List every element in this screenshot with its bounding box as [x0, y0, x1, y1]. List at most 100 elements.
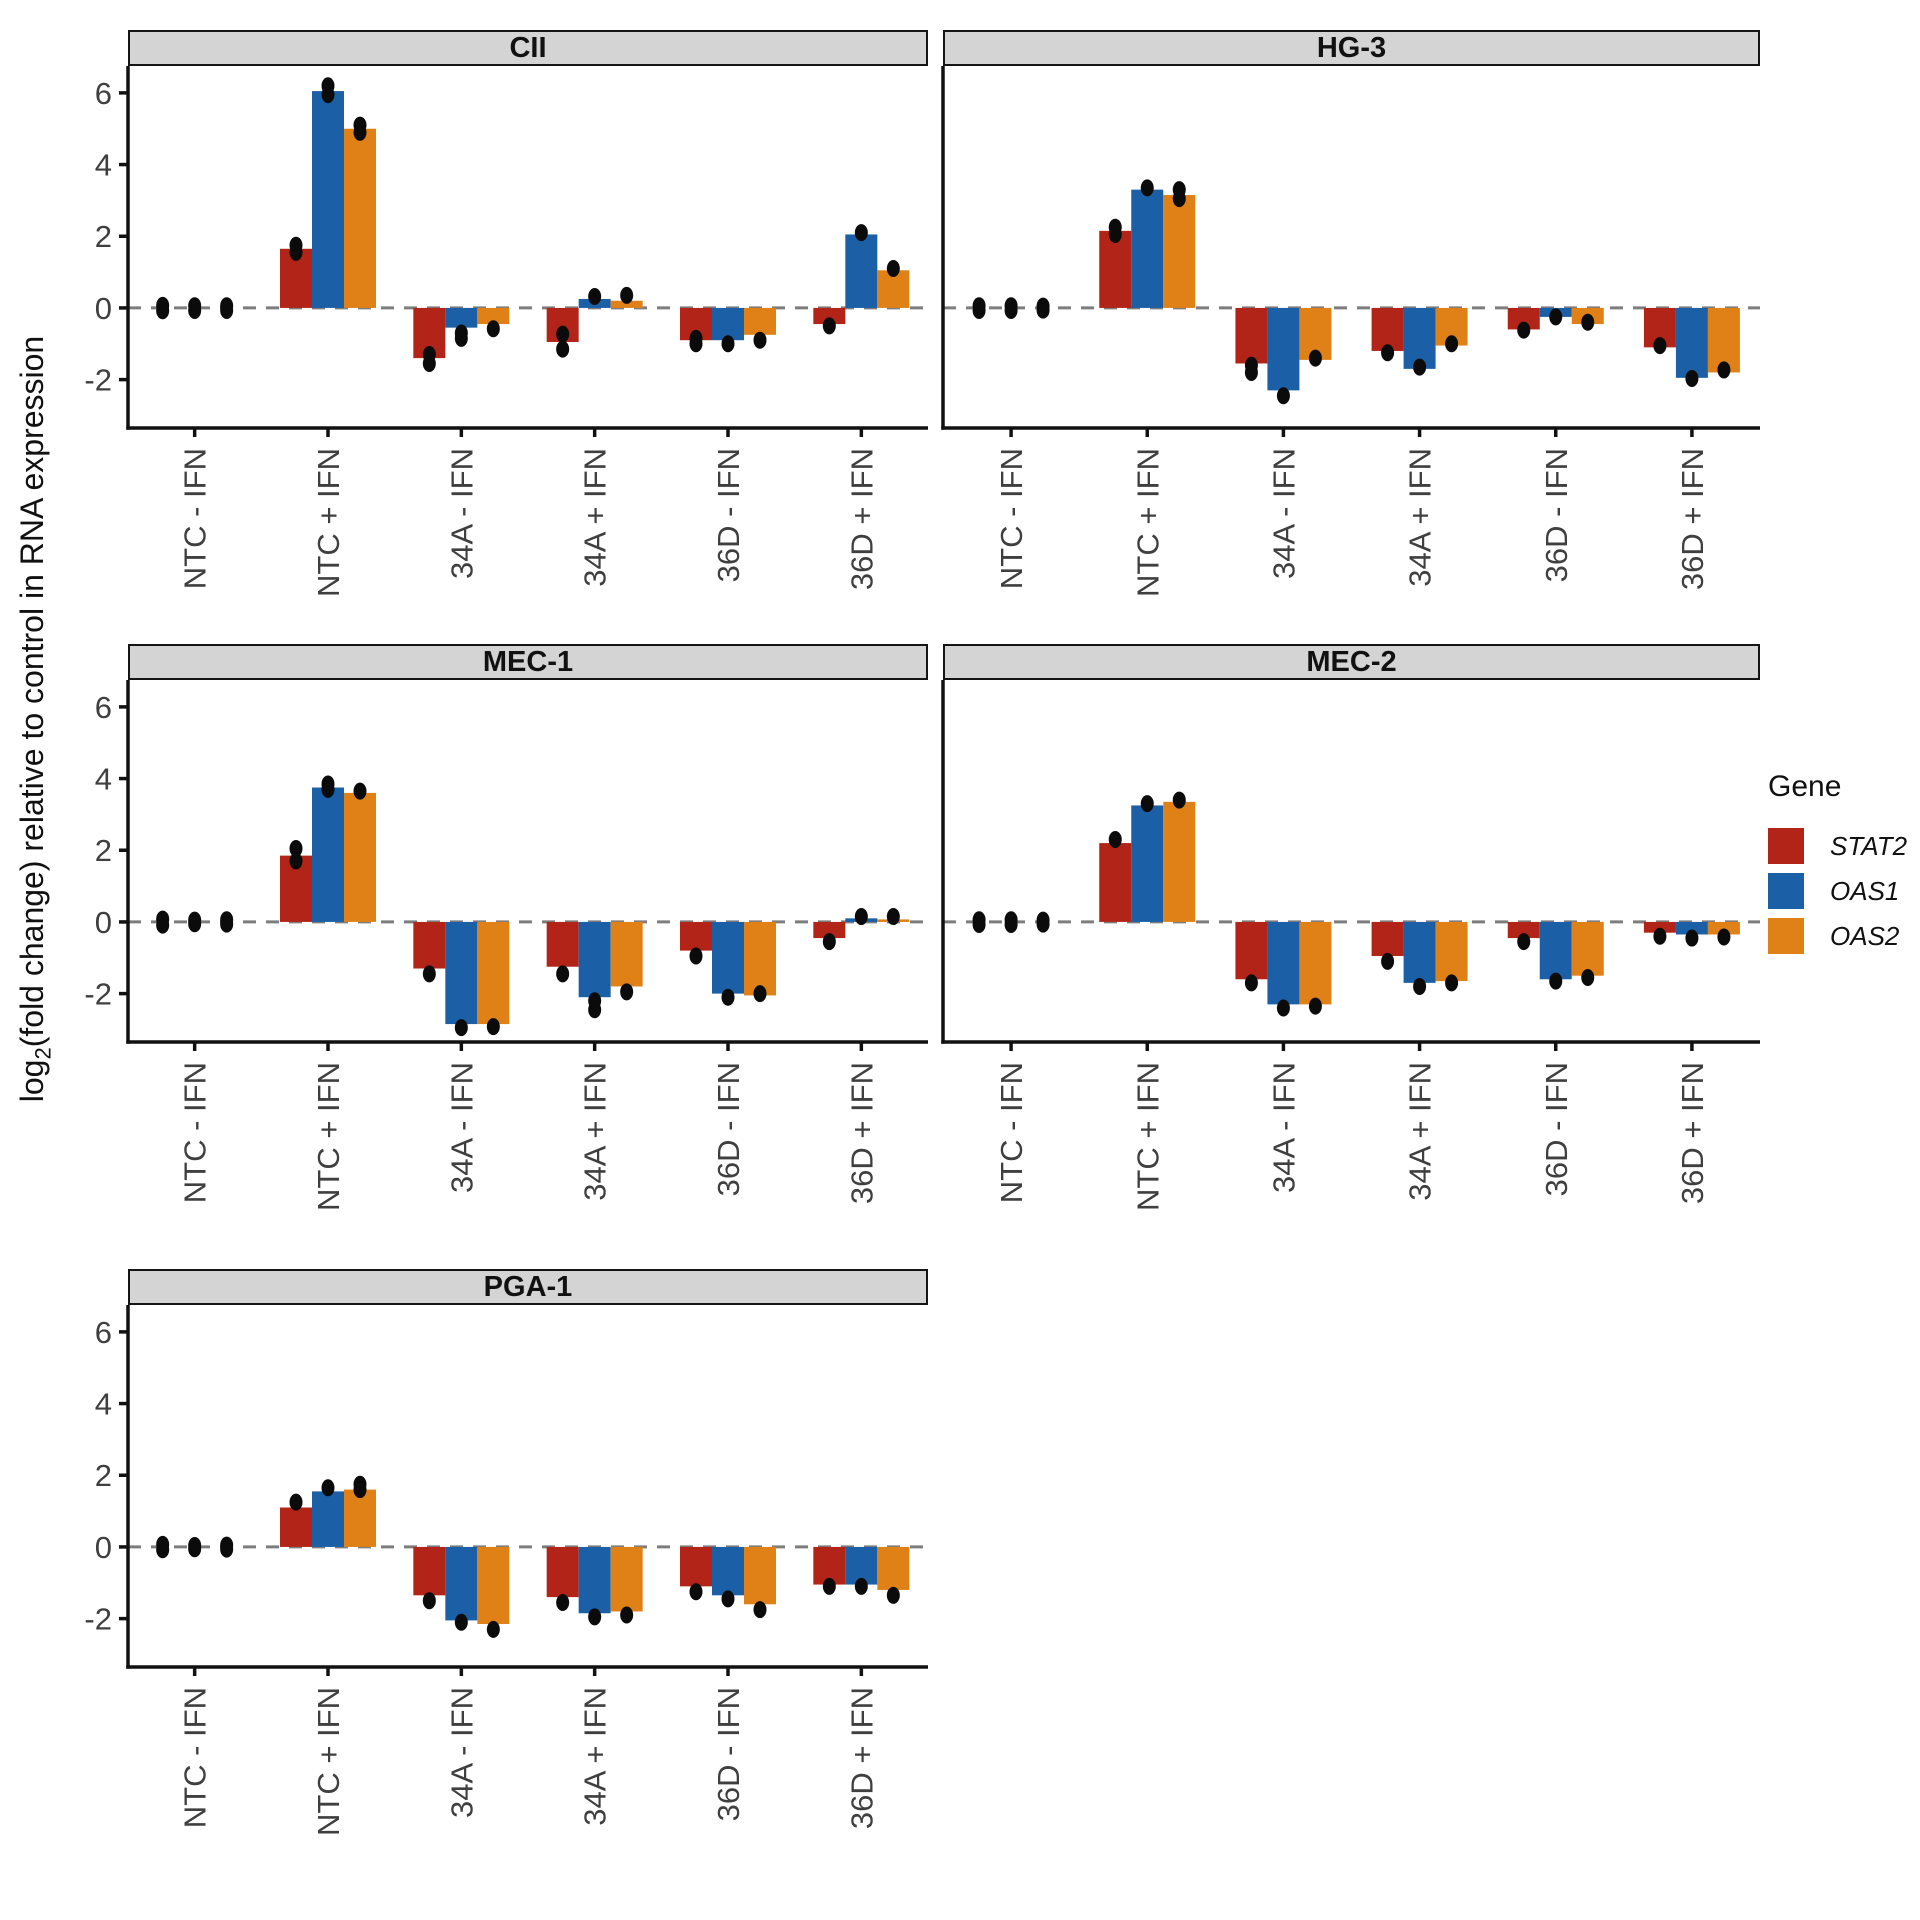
facet-chart-PGA-1: -2 0 2 4 6 NTC - IFN NTC + IFN 34A - IFN 34A + I…: [84, 1305, 928, 1836]
bar-OAS2: [744, 307, 776, 335]
facet-title-strip-hg3: HG-3: [943, 30, 1760, 66]
x-tick-label: NTC - IFN: [178, 1062, 213, 1203]
y-tick-label: 6: [95, 690, 112, 725]
replicate-dot: [1244, 974, 1258, 992]
bar-OAS1: [1267, 307, 1300, 391]
replicate-dot: [1413, 358, 1427, 376]
y-axis-title: log2(fold change) relative to control in…: [14, 279, 56, 1159]
replicate-dot: [353, 782, 367, 800]
bar-OAS2: [1435, 921, 1468, 982]
facet-title-strip-cii: CII: [128, 30, 928, 66]
bar-STAT2: [280, 1507, 312, 1547]
replicate-dot: [1276, 999, 1290, 1017]
bar-OAS2: [344, 128, 376, 308]
bar-OAS1: [1403, 921, 1436, 983]
bar-OAS2: [610, 1546, 643, 1612]
bar-STAT2: [546, 1546, 579, 1598]
legend-label-oas2: OAS2: [1830, 920, 1900, 951]
bar-STAT2: [680, 1546, 712, 1587]
y-tick-label: 6: [95, 1315, 112, 1350]
replicate-dot: [1717, 361, 1731, 379]
bar-OAS1: [445, 1546, 478, 1621]
bar-OAS1: [712, 1546, 744, 1596]
bar-OAS2: [477, 921, 510, 1025]
replicate-dot: [1581, 968, 1595, 986]
bar-OAS2: [744, 921, 776, 996]
x-tick-label: 36D - IFN: [1539, 1062, 1574, 1196]
bar-STAT2: [1507, 921, 1540, 939]
x-tick-label: 34A - IFN: [444, 1062, 479, 1193]
replicate-dot: [1036, 301, 1050, 319]
legend-label-oas1: OAS1: [1830, 875, 1900, 906]
facet-pga1: PGA-1 -2 0 2 4 6 NTC - IFN NTC + IFN 34A - IFN 3…: [53, 1269, 928, 1872]
replicate-dot: [1517, 933, 1531, 951]
facet-title-strip-mec1: MEC-1: [128, 644, 928, 680]
x-tick-label: 34A - IFN: [444, 1687, 479, 1818]
legend-item-stat2: STAT2: [1768, 828, 1907, 864]
replicate-dot: [721, 988, 735, 1006]
legend-swatch-oas2: [1768, 918, 1804, 954]
bar-STAT2: [1099, 843, 1132, 922]
replicate-dot: [220, 1540, 234, 1558]
facet-hg3: HG-3 NTC - IFN NTC + IFN 34A - IFN 34A + IF…: [868, 30, 1760, 633]
replicate-dot: [1308, 349, 1322, 367]
facet-title-strip-pga1: PGA-1: [128, 1269, 928, 1305]
y-tick-label: 4: [95, 762, 112, 797]
x-tick-label: 34A - IFN: [1266, 1062, 1301, 1193]
replicate-dot: [353, 1481, 367, 1499]
replicate-dot: [588, 1001, 602, 1019]
bar-OAS2: [1571, 921, 1604, 976]
replicate-dot: [854, 1577, 868, 1595]
replicate-dot: [1381, 952, 1395, 970]
replicate-dot: [486, 1018, 500, 1036]
replicate-dot: [1004, 301, 1018, 319]
bar-OAS1: [1539, 921, 1572, 980]
replicate-dot: [588, 1608, 602, 1626]
facet-chart-CII: -2 0 2 4 6 NTC - IFN NTC + IFN 34A - IFN 34A + I…: [84, 66, 928, 597]
bar-STAT2: [1643, 921, 1676, 933]
legend-title: Gene: [1768, 770, 1842, 803]
replicate-dot: [1581, 313, 1595, 331]
replicate-dot: [854, 908, 868, 926]
replicate-dot: [454, 1019, 468, 1037]
x-tick-label: 36D + IFN: [1675, 1062, 1710, 1204]
bar-OAS1: [312, 91, 344, 308]
replicate-dot: [422, 354, 436, 372]
replicate-dot: [1108, 225, 1122, 243]
facet-chart-MEC-1: -2 0 2 4 6 NTC - IFN NTC + IFN 34A - IFN 34A + I…: [84, 680, 928, 1211]
replicate-dot: [886, 1586, 900, 1604]
replicate-dot: [1549, 972, 1563, 990]
replicate-dot: [1172, 190, 1186, 208]
y-axis-title-subscript: 2: [30, 1047, 56, 1060]
bar-OAS2: [744, 1546, 776, 1605]
replicate-dot: [1244, 363, 1258, 381]
bar-OAS2: [1299, 921, 1332, 1005]
replicate-dot: [556, 325, 570, 343]
bar-OAS2: [1707, 921, 1740, 935]
y-axis-title-rest: (fold change) relative to control in RNA…: [13, 335, 50, 1048]
bar-STAT2: [1371, 307, 1404, 351]
replicate-dot: [588, 287, 602, 305]
x-tick-label: NTC + IFN: [311, 448, 346, 597]
x-tick-label: 36D - IFN: [711, 1687, 746, 1821]
replicate-dot: [1140, 795, 1154, 813]
bar-OAS1: [578, 921, 611, 998]
y-tick-label: 4: [95, 148, 112, 183]
replicate-dot: [1172, 791, 1186, 809]
x-tick-label: NTC - IFN: [994, 1062, 1029, 1203]
facet-title-mec2: MEC-2: [1306, 645, 1397, 678]
x-tick-label: NTC + IFN: [1130, 1062, 1165, 1211]
legend-label-stat2: STAT2: [1830, 830, 1908, 861]
facet-title-hg3: HG-3: [1316, 31, 1387, 64]
x-tick-label: 34A + IFN: [1403, 1062, 1438, 1201]
replicate-dot: [972, 301, 986, 319]
replicate-dot: [289, 839, 303, 857]
bar-OAS2: [1163, 801, 1196, 922]
x-tick-label: 34A - IFN: [444, 448, 479, 579]
x-tick-label: NTC - IFN: [994, 448, 1029, 589]
facet-mec1: MEC-1 -2 0 2 4 6 NTC - IFN NTC + IFN 34A - IFN 3…: [53, 644, 928, 1247]
replicate-dot: [721, 335, 735, 353]
replicate-dot: [753, 331, 767, 349]
legend: Gene STAT2 OAS1 OAS2: [1768, 770, 1907, 963]
